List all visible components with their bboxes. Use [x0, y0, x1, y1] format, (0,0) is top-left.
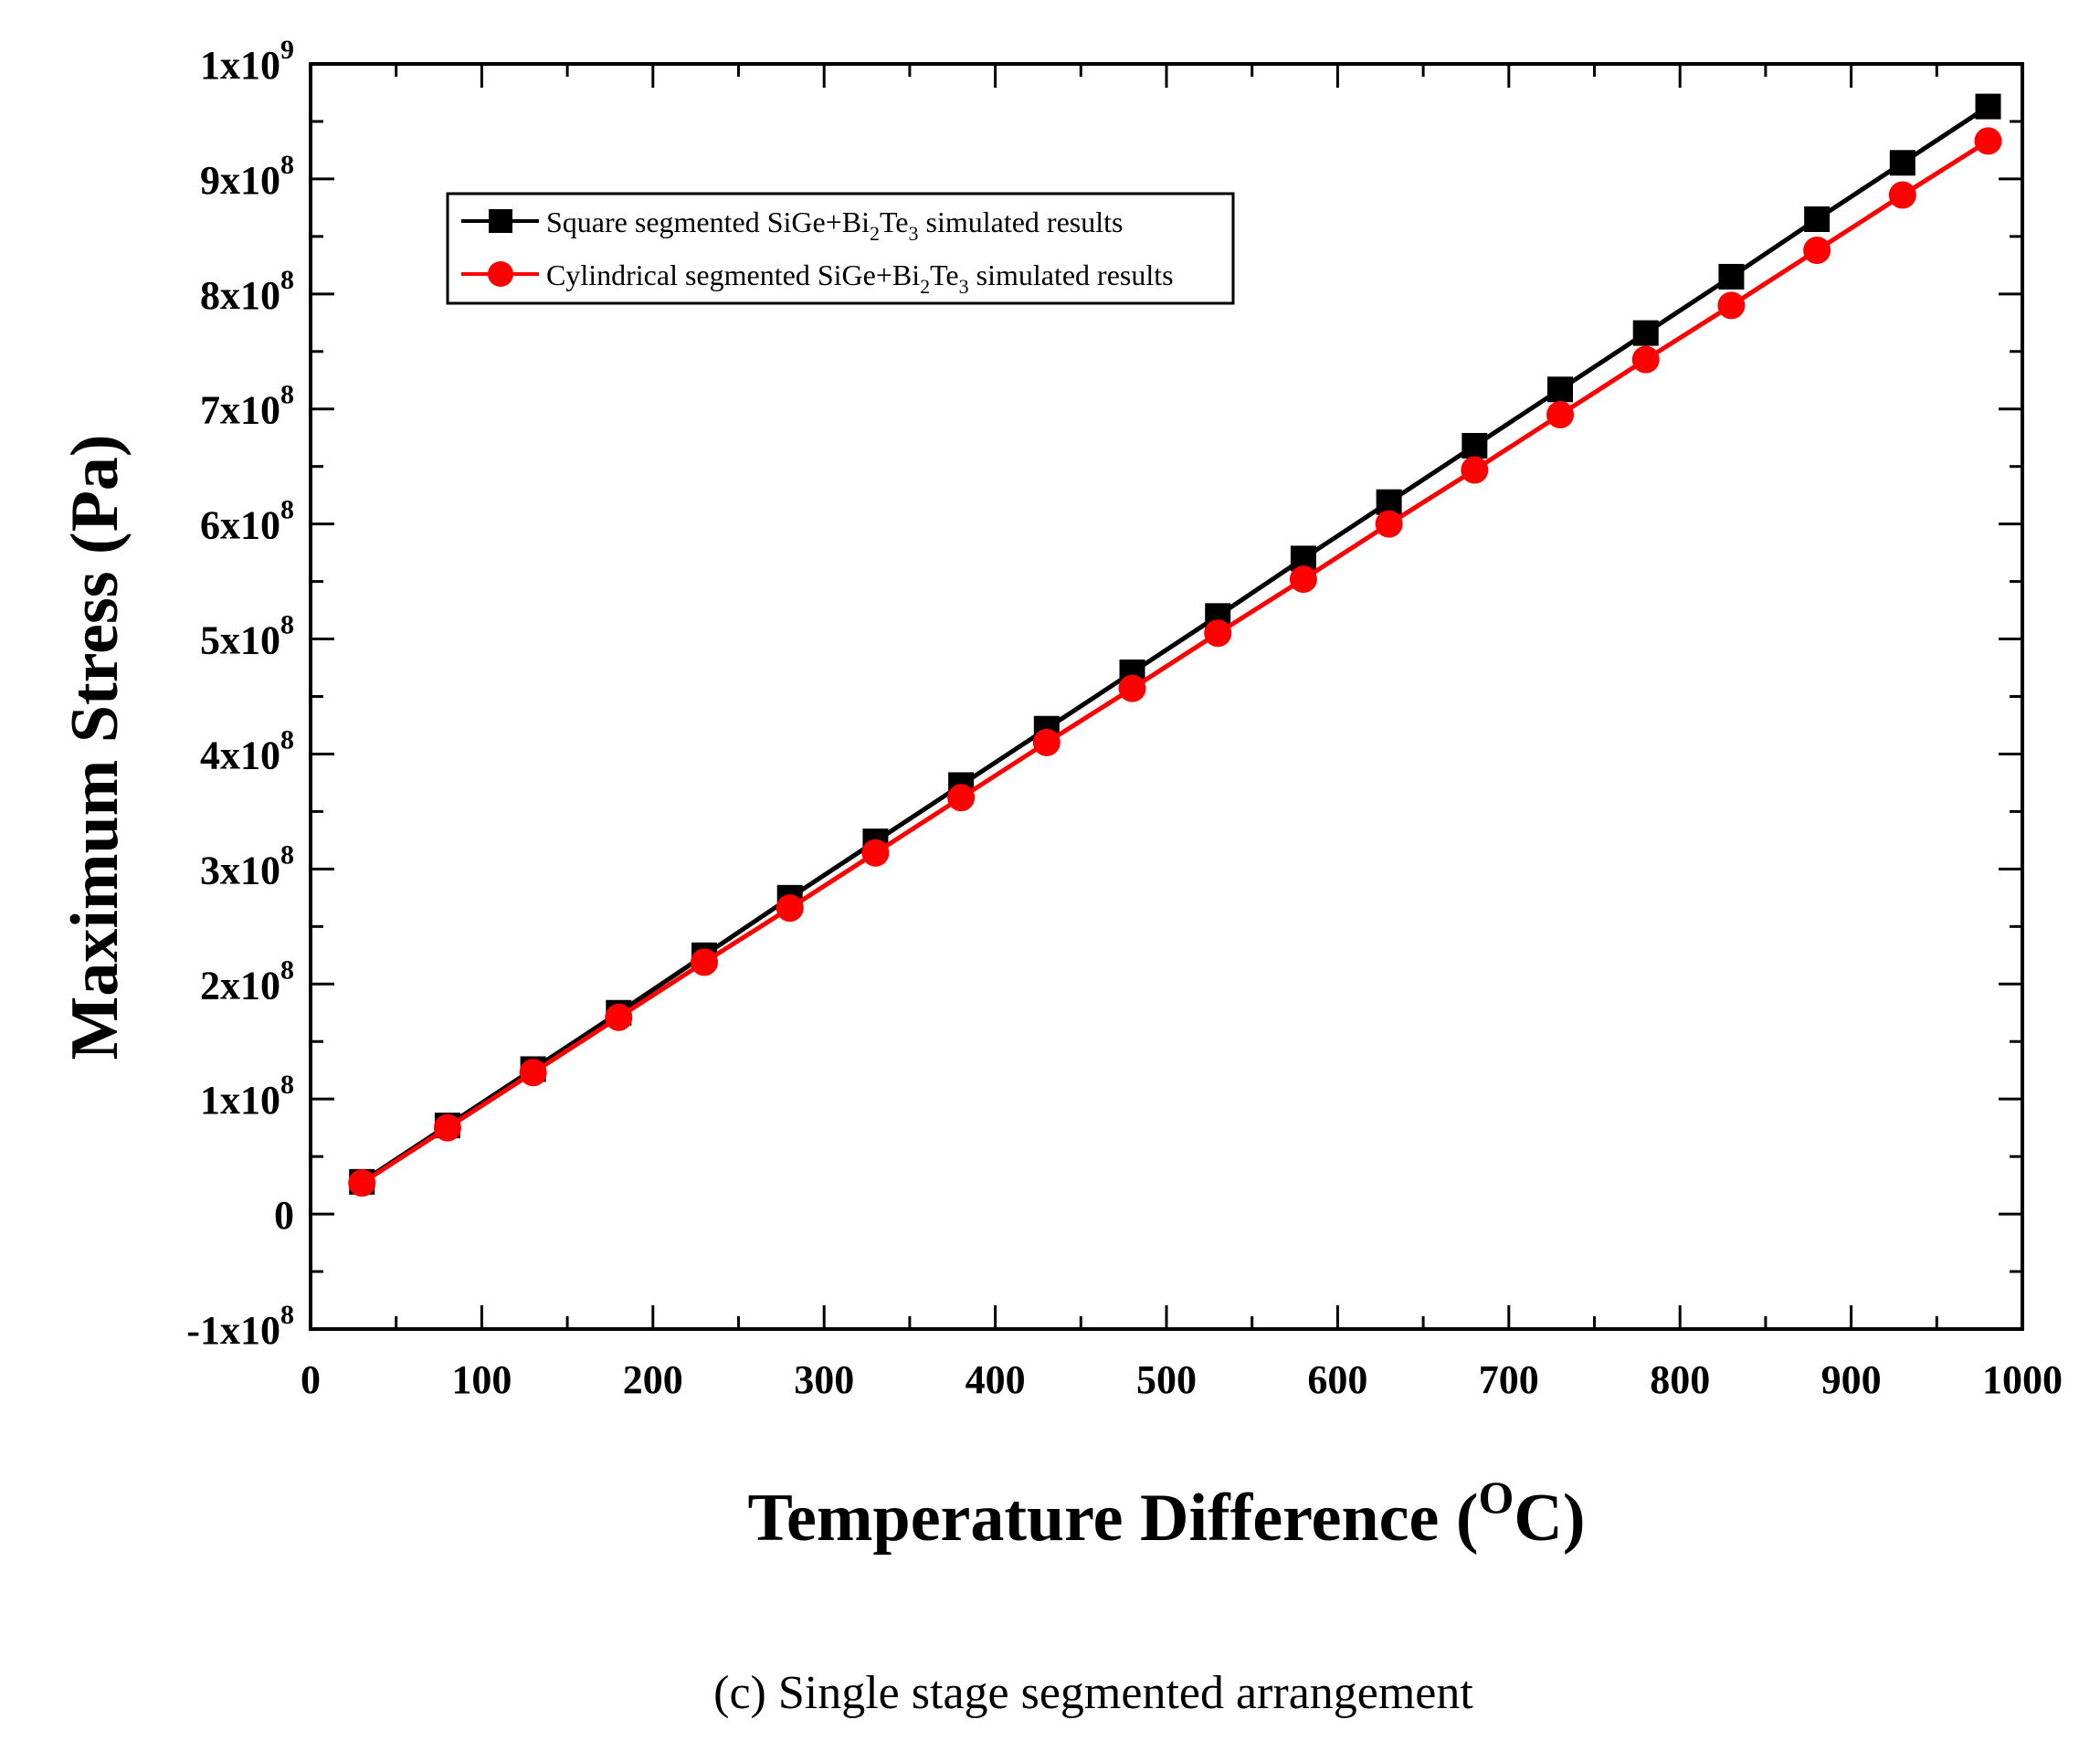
data-point-circle — [1631, 345, 1660, 374]
x-tick-label: 1000 — [1982, 1357, 2063, 1402]
data-point-circle — [1032, 728, 1061, 756]
data-point-square — [1718, 263, 1745, 290]
legend-marker-square — [489, 209, 512, 233]
data-point-circle — [1888, 181, 1916, 209]
data-point-square — [1889, 150, 1915, 176]
y-tick-label: 7x108 — [200, 380, 294, 433]
data-point-circle — [1461, 456, 1489, 484]
y-tick-label: 5x108 — [200, 610, 294, 663]
data-point-square — [1462, 433, 1488, 459]
series-line — [360, 139, 1989, 1186]
legend-label-square: Square segmented SiGe+Bi2Te3 simulated r… — [546, 206, 1123, 245]
legend-box — [446, 192, 1235, 305]
figure-caption: (c) Single stage segmented arrangement — [713, 1667, 1473, 1719]
x-tick-label: 0 — [301, 1357, 321, 1402]
y-tick-label: 1x108 — [200, 1070, 294, 1123]
y-tick-label: 6x108 — [200, 495, 294, 548]
data-point-circle — [691, 948, 719, 976]
y-tick-label: 0 — [274, 1193, 294, 1238]
data-point-circle — [947, 784, 976, 812]
data-point-circle — [1204, 619, 1232, 648]
data-point-circle — [1118, 674, 1146, 702]
data-point-square — [1975, 93, 2001, 120]
y-axis-title: Maximum Stress (Pa) — [58, 434, 132, 1060]
y-tick-label: 1x109 — [200, 35, 294, 88]
data-point-square — [1632, 320, 1659, 346]
data-point-circle — [1974, 127, 2002, 155]
data-point-circle — [605, 1003, 633, 1031]
x-tick-label: 100 — [451, 1357, 512, 1402]
data-point-square — [1547, 376, 1574, 403]
data-point-square — [1804, 206, 1831, 232]
y-tick-label: -1x108 — [186, 1300, 294, 1353]
data-point-circle — [1803, 236, 1831, 264]
y-tick-label: 3x108 — [200, 839, 294, 892]
x-tick-label: 200 — [623, 1357, 683, 1402]
data-point-circle — [433, 1113, 461, 1142]
data-point-circle — [519, 1059, 547, 1087]
x-tick-label: 800 — [1650, 1357, 1710, 1402]
data-point-circle — [1375, 510, 1403, 538]
y-tick-label: 9x108 — [200, 150, 294, 203]
series-cylindrical — [348, 127, 2002, 1198]
data-point-circle — [776, 894, 804, 923]
series-layer — [348, 93, 2002, 1198]
y-tick-label: 2x108 — [200, 955, 294, 1008]
axis-ticks — [309, 62, 2024, 1331]
x-tick-label: 600 — [1307, 1357, 1367, 1402]
x-tick-label: 500 — [1136, 1357, 1197, 1402]
data-point-circle — [1289, 565, 1317, 594]
x-tick-label: 900 — [1821, 1357, 1882, 1402]
y-tick-labels: 1x109 9x108 8x108 7x108 6x108 5x108 4x108 3x108… — [186, 35, 294, 1353]
x-tick-labels: 0 100 200 300 400 500 600 700 800 900 1000 — [301, 1357, 2063, 1402]
x-tick-label: 400 — [966, 1357, 1026, 1402]
data-point-circle — [1717, 291, 1746, 320]
legend-label-circle: Cylindrical segmented SiGe+Bi2Te3 simula… — [546, 259, 1174, 298]
legend: Square segmented SiGe+Bi2Te3 simulated r… — [446, 192, 1235, 305]
x-tick-label: 300 — [794, 1357, 854, 1402]
x-tick-label: 700 — [1479, 1357, 1539, 1402]
series-line — [360, 104, 1989, 1184]
data-point-circle — [861, 839, 890, 867]
y-tick-label: 4x108 — [200, 724, 294, 777]
data-point-circle — [1546, 401, 1575, 429]
data-point-circle — [348, 1169, 376, 1198]
legend-marker-circle — [488, 261, 513, 287]
x-axis-title: Temperature Difference (OC) — [747, 1472, 1585, 1556]
y-tick-label: 8x108 — [200, 265, 294, 318]
